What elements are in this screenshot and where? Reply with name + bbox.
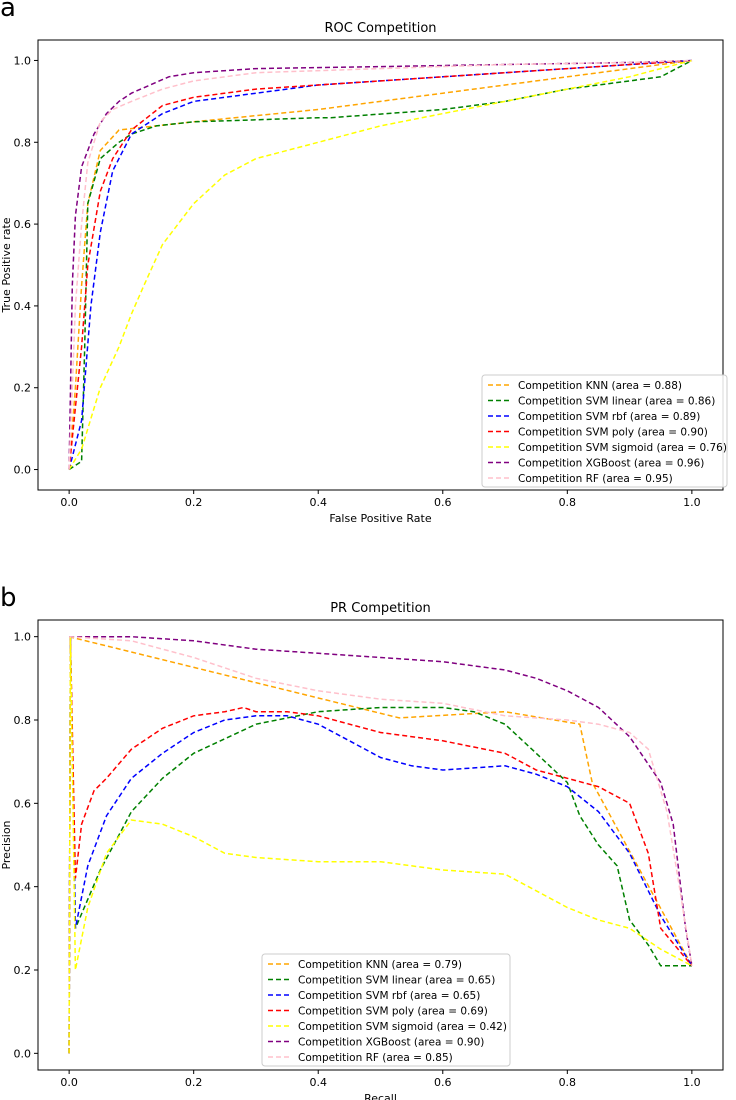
- legend-entry: Competition KNN (area = 0.79): [298, 959, 462, 971]
- legend-box: [261, 953, 511, 1067]
- x-tick-label: 0.2: [185, 1076, 203, 1089]
- y-tick-label: 0.6: [14, 797, 32, 810]
- pr-panel: b PR Competition 0.0 0.2 0.4 0.6 0.8 1.0 0.0 0.2 0…: [0, 583, 724, 1100]
- legend-entry: Competition SVM poly (area = 0.69): [298, 1006, 488, 1018]
- legend: Competition KNN (area = 0.88) Competition…: [481, 374, 728, 488]
- legend-entry: Competition SVM rbf (area = 0.65): [298, 990, 480, 1002]
- y-tick-label: 0.0: [14, 1047, 32, 1060]
- series-line-4: [68, 59, 693, 470]
- series-line-5: [69, 635, 693, 966]
- plot-frame: [37, 619, 724, 1071]
- y-axis-label: Precision: [0, 820, 13, 869]
- y-tick-label: 0.8: [14, 714, 32, 727]
- series-line-1: [68, 59, 693, 471]
- x-axis-label: False Positive Rate: [329, 512, 431, 525]
- y-tick-label: 1.0: [14, 631, 32, 644]
- plot-frame: [37, 39, 724, 491]
- series-line-5: [68, 59, 692, 470]
- panel-letter: a: [0, 0, 16, 23]
- legend-entry: Competition SVM sigmoid (area = 0.42): [298, 1021, 507, 1033]
- y-tick-label: 0.8: [14, 136, 32, 149]
- chart-title: PR Competition: [330, 601, 431, 616]
- y-tick-label: 0.0: [14, 464, 32, 477]
- roc-panel: a ROC Competition 0.0 0.2 0.4 0.6 0.8 1.0 0.0 0.2…: [0, 0, 728, 525]
- y-axis-label: True Positive rate: [0, 217, 13, 313]
- series-group: [68, 635, 693, 1054]
- x-tick-label: 0.4: [309, 496, 327, 509]
- x-tick-label: 0.2: [185, 496, 203, 509]
- x-tick-label: 0.6: [434, 1076, 452, 1089]
- panel-letter: b: [0, 583, 17, 613]
- x-tick-label: 1.0: [683, 1076, 701, 1089]
- series-line-0: [68, 59, 692, 470]
- legend-entry: Competition RF (area = 0.85): [298, 1052, 453, 1064]
- x-axis-label: Recall: [364, 1092, 397, 1100]
- x-tick-label: 0.0: [60, 496, 78, 509]
- x-tick-label: 0.4: [309, 1076, 327, 1089]
- y-tick-label: 0.4: [14, 300, 32, 313]
- series-line-1: [68, 636, 692, 1054]
- series-line-6: [68, 59, 692, 470]
- legend-entry: Competition XGBoost (area = 0.96): [518, 458, 704, 470]
- x-tick-label: 0.6: [434, 496, 452, 509]
- series-line-3: [68, 636, 693, 1054]
- y-tick-label: 0.2: [14, 382, 32, 395]
- legend: Competition KNN (area = 0.79) Competition…: [261, 953, 511, 1067]
- series-line-2: [68, 636, 693, 1054]
- x-tick-label: 0.0: [60, 1076, 78, 1089]
- series-line-0: [68, 635, 693, 967]
- legend-entry: Competition SVM linear (area = 0.65): [298, 975, 495, 987]
- legend-entry: Competition SVM poly (area = 0.90): [518, 427, 708, 439]
- x-tick-label: 0.8: [559, 1076, 577, 1089]
- chart-title: ROC Competition: [324, 21, 436, 36]
- y-tick-label: 1.0: [14, 54, 32, 67]
- legend-entry: Competition SVM linear (area = 0.86): [518, 396, 715, 408]
- legend-entry: Competition SVM rbf (area = 0.89): [518, 411, 700, 423]
- legend-box: [481, 374, 728, 488]
- series-group: [68, 59, 693, 471]
- x-tick-label: 1.0: [683, 496, 701, 509]
- legend-entry: Competition SVM sigmoid (area = 0.76): [518, 442, 727, 454]
- series-line-4: [68, 636, 693, 1054]
- y-tick-label: 0.4: [14, 881, 32, 894]
- series-line-3: [68, 59, 692, 470]
- y-tick-label: 0.6: [14, 218, 32, 231]
- legend-entry: Competition XGBoost (area = 0.90): [298, 1037, 484, 1049]
- y-tick-label: 0.2: [14, 964, 32, 977]
- legend-entry: Competition RF (area = 0.95): [518, 473, 673, 485]
- series-line-6: [69, 635, 693, 966]
- legend-entry: Competition KNN (area = 0.88): [518, 380, 682, 392]
- x-tick-label: 0.8: [559, 496, 577, 509]
- series-line-2: [68, 59, 692, 470]
